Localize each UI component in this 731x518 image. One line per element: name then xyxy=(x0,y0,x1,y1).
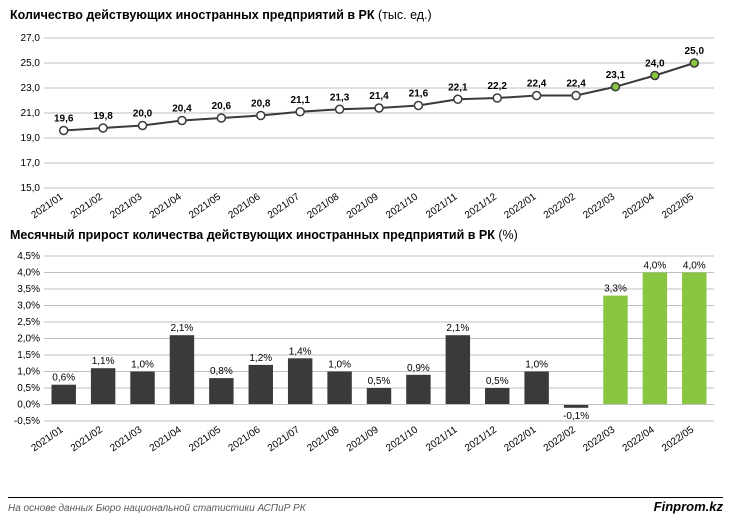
footer: На основе данных Бюро национальной стати… xyxy=(8,497,723,514)
svg-text:25,0: 25,0 xyxy=(685,46,705,57)
svg-text:2022/05: 2022/05 xyxy=(660,424,696,454)
svg-text:1,0%: 1,0% xyxy=(328,360,351,371)
svg-text:0,9%: 0,9% xyxy=(407,363,430,374)
svg-text:21,3: 21,3 xyxy=(330,92,350,103)
svg-text:2,1%: 2,1% xyxy=(171,323,194,334)
svg-text:2,5%: 2,5% xyxy=(17,317,40,328)
svg-text:2022/01: 2022/01 xyxy=(502,191,538,221)
source-text: На основе данных Бюро национальной стати… xyxy=(8,503,306,514)
svg-text:2022/04: 2022/04 xyxy=(621,191,657,221)
svg-text:2021/07: 2021/07 xyxy=(266,191,302,221)
svg-text:0,5%: 0,5% xyxy=(486,376,509,387)
svg-text:2021/09: 2021/09 xyxy=(345,424,381,454)
svg-text:-0,1%: -0,1% xyxy=(563,411,589,422)
svg-text:19,6: 19,6 xyxy=(54,114,74,125)
svg-text:21,1: 21,1 xyxy=(290,95,310,106)
svg-text:1,0%: 1,0% xyxy=(131,360,154,371)
svg-text:2021/06: 2021/06 xyxy=(227,191,263,221)
svg-text:2021/12: 2021/12 xyxy=(463,191,499,221)
svg-text:2021/04: 2021/04 xyxy=(148,424,184,454)
svg-text:1,0%: 1,0% xyxy=(17,367,40,378)
svg-text:2021/05: 2021/05 xyxy=(187,424,223,454)
svg-text:0,5%: 0,5% xyxy=(368,376,391,387)
svg-text:2022/01: 2022/01 xyxy=(502,424,538,454)
svg-text:19,8: 19,8 xyxy=(93,111,113,122)
svg-text:2021/11: 2021/11 xyxy=(424,191,460,221)
svg-text:0,6%: 0,6% xyxy=(52,373,75,384)
svg-text:17,0: 17,0 xyxy=(21,158,41,169)
svg-text:22,2: 22,2 xyxy=(488,81,508,92)
svg-text:20,8: 20,8 xyxy=(251,99,271,110)
svg-text:2021/04: 2021/04 xyxy=(148,191,184,221)
svg-text:2021/06: 2021/06 xyxy=(227,424,263,454)
svg-text:2021/03: 2021/03 xyxy=(108,424,144,454)
svg-text:22,4: 22,4 xyxy=(527,79,547,90)
svg-text:3,0%: 3,0% xyxy=(17,301,40,312)
svg-text:2021/09: 2021/09 xyxy=(345,191,381,221)
svg-text:19,0: 19,0 xyxy=(21,133,41,144)
svg-text:2022/03: 2022/03 xyxy=(581,424,617,454)
svg-text:4,0%: 4,0% xyxy=(683,261,706,272)
svg-text:20,0: 20,0 xyxy=(133,109,153,120)
line-chart-title: Количество действующих иностранных предп… xyxy=(10,8,723,22)
svg-text:1,0%: 1,0% xyxy=(525,360,548,371)
svg-text:20,4: 20,4 xyxy=(172,104,192,115)
line-chart: 15,0 17,0 19,0 21,0 23,0 25,0 27,0 19,6 19,8 20,0… xyxy=(8,22,723,226)
svg-text:3,3%: 3,3% xyxy=(604,284,627,295)
svg-text:2022/04: 2022/04 xyxy=(621,424,657,454)
svg-text:-0,5%: -0,5% xyxy=(14,416,40,427)
bar-chart: -0,5% 0,0% 0,5% 1,0% 1,5% 2,0% 2,5% 3,0% 3,5% 4,0… xyxy=(8,242,723,459)
svg-text:1,1%: 1,1% xyxy=(92,356,115,367)
svg-text:23,0: 23,0 xyxy=(21,83,41,94)
line-chart-unit: (тыс. ед.) xyxy=(378,8,432,22)
svg-text:2021/02: 2021/02 xyxy=(69,191,105,221)
svg-text:2021/07: 2021/07 xyxy=(266,424,302,454)
svg-text:2022/05: 2022/05 xyxy=(660,191,696,221)
brand-text: Finprom.kz xyxy=(654,499,723,514)
bar-chart-unit: (%) xyxy=(498,228,517,242)
bar-chart-title-text: Месячный прирост количества действующих … xyxy=(10,228,495,242)
svg-text:0,0%: 0,0% xyxy=(17,400,40,411)
svg-text:2022/03: 2022/03 xyxy=(581,191,617,221)
svg-text:20,6: 20,6 xyxy=(212,101,232,112)
svg-text:22,1: 22,1 xyxy=(448,82,468,93)
svg-text:2021/01: 2021/01 xyxy=(29,424,65,454)
svg-text:2021/11: 2021/11 xyxy=(424,424,460,454)
svg-text:2021/02: 2021/02 xyxy=(69,424,105,454)
svg-text:24,0: 24,0 xyxy=(645,59,665,70)
svg-text:0,8%: 0,8% xyxy=(210,366,233,377)
svg-text:2021/08: 2021/08 xyxy=(305,424,341,454)
svg-text:2022/02: 2022/02 xyxy=(542,191,578,221)
svg-text:2021/01: 2021/01 xyxy=(29,191,65,221)
svg-text:0,5%: 0,5% xyxy=(17,383,40,394)
svg-text:15,0: 15,0 xyxy=(21,183,41,194)
bar-chart-title: Месячный прирост количества действующих … xyxy=(10,228,723,242)
svg-text:25,0: 25,0 xyxy=(21,58,41,69)
svg-text:21,4: 21,4 xyxy=(369,91,389,102)
svg-text:4,5%: 4,5% xyxy=(17,251,40,262)
svg-text:2021/10: 2021/10 xyxy=(384,191,420,221)
svg-text:27,0: 27,0 xyxy=(21,33,41,44)
svg-text:2,1%: 2,1% xyxy=(446,323,469,334)
svg-text:23,1: 23,1 xyxy=(606,70,626,81)
svg-text:2021/03: 2021/03 xyxy=(108,191,144,221)
svg-text:2021/12: 2021/12 xyxy=(463,424,499,454)
svg-text:21,0: 21,0 xyxy=(21,108,41,119)
svg-text:4,0%: 4,0% xyxy=(643,261,666,272)
svg-text:1,5%: 1,5% xyxy=(17,350,40,361)
svg-text:2,0%: 2,0% xyxy=(17,334,40,345)
line-chart-title-text: Количество действующих иностранных предп… xyxy=(10,8,375,22)
svg-text:2021/10: 2021/10 xyxy=(384,424,420,454)
svg-text:1,4%: 1,4% xyxy=(289,346,312,357)
svg-text:4,0%: 4,0% xyxy=(17,268,40,279)
svg-text:3,5%: 3,5% xyxy=(17,284,40,295)
svg-text:22,4: 22,4 xyxy=(566,79,586,90)
svg-text:21,6: 21,6 xyxy=(409,89,429,100)
svg-text:2022/02: 2022/02 xyxy=(542,424,578,454)
svg-text:2021/08: 2021/08 xyxy=(305,191,341,221)
svg-text:1,2%: 1,2% xyxy=(249,353,272,364)
svg-text:2021/05: 2021/05 xyxy=(187,191,223,221)
